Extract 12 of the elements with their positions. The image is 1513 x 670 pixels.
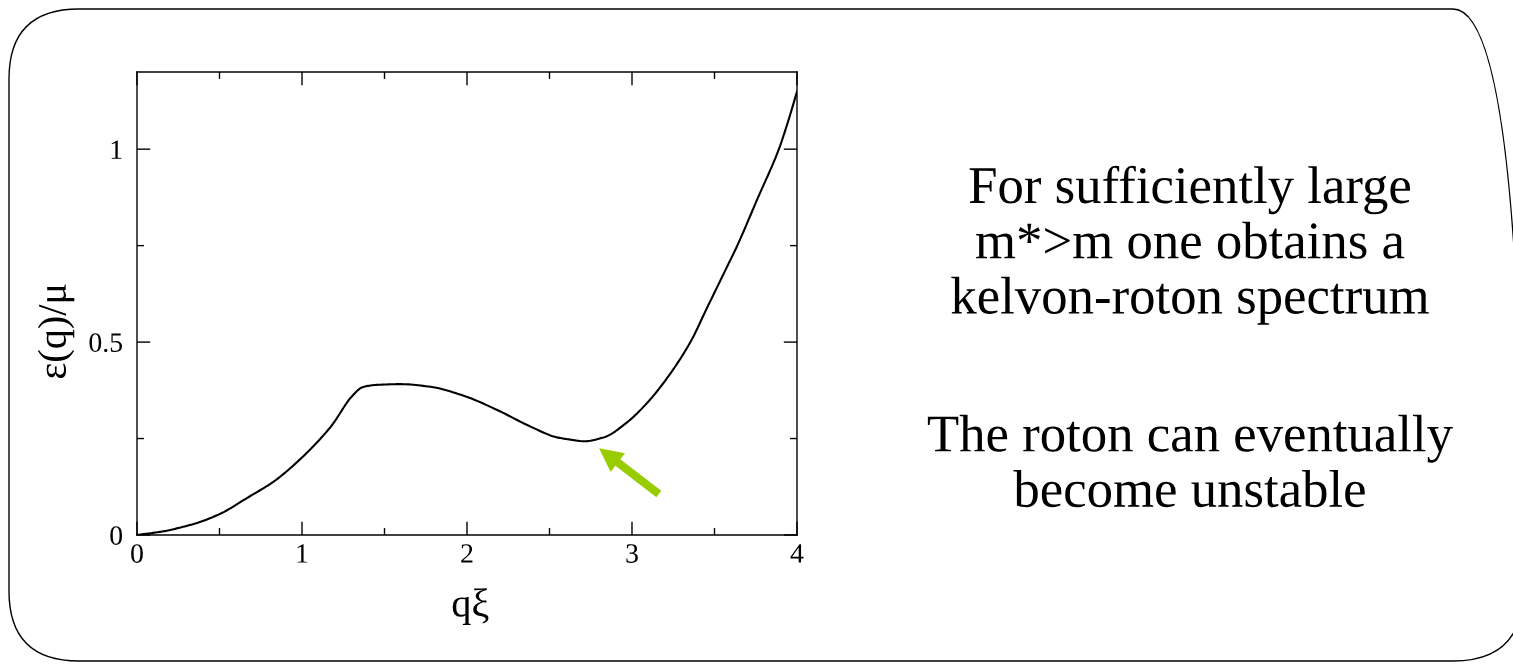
y-tick-label: 1: [111, 140, 122, 159]
y-tick-label: 0.5: [89, 333, 123, 353]
x-tick-label: 0: [131, 544, 143, 563]
x-tick-label: 3: [626, 544, 638, 563]
text: The roton can eventually become unstable: [927, 414, 1453, 508]
x-tick-label: 1: [297, 544, 308, 563]
x-axis-title: qξ: [452, 588, 489, 625]
text: For sufficiently large m*>m one obtains a kelvon-roton spectrum: [951, 165, 1429, 325]
x-tick-label: 4: [790, 544, 804, 563]
y-axis-title: ε(q)/μ: [37, 284, 75, 379]
x-tick-label: 2: [461, 544, 473, 563]
y-tick-label: 0: [110, 526, 123, 545]
